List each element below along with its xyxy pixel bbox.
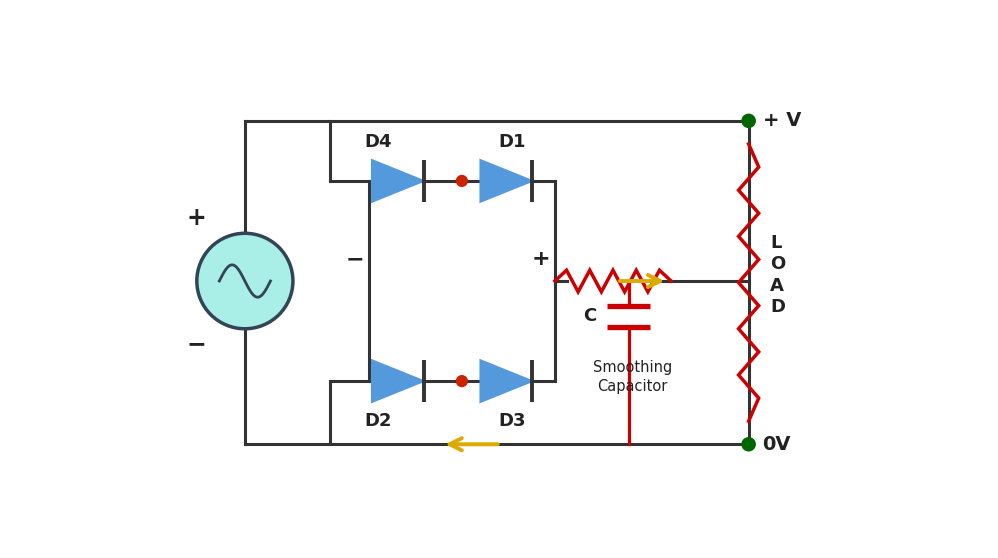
Polygon shape — [372, 360, 423, 402]
Circle shape — [456, 376, 467, 387]
Text: +: + — [187, 206, 207, 230]
Polygon shape — [372, 160, 423, 201]
Text: −: − — [345, 249, 364, 270]
Polygon shape — [480, 160, 532, 201]
Circle shape — [743, 114, 755, 127]
Text: D2: D2 — [364, 412, 392, 430]
Polygon shape — [480, 360, 532, 402]
Circle shape — [456, 176, 467, 186]
Text: L
O
A
D: L O A D — [770, 234, 785, 316]
Text: + V: + V — [762, 112, 801, 131]
Circle shape — [197, 233, 293, 329]
Text: C: C — [583, 307, 597, 325]
Text: Smoothing
Capacitor: Smoothing Capacitor — [593, 359, 672, 394]
Text: D4: D4 — [364, 133, 392, 151]
Text: +: + — [532, 249, 550, 270]
Text: −: − — [187, 332, 207, 356]
Circle shape — [743, 437, 755, 451]
Text: D1: D1 — [498, 133, 526, 151]
Text: 0V: 0V — [762, 435, 791, 454]
Text: D3: D3 — [498, 412, 526, 430]
